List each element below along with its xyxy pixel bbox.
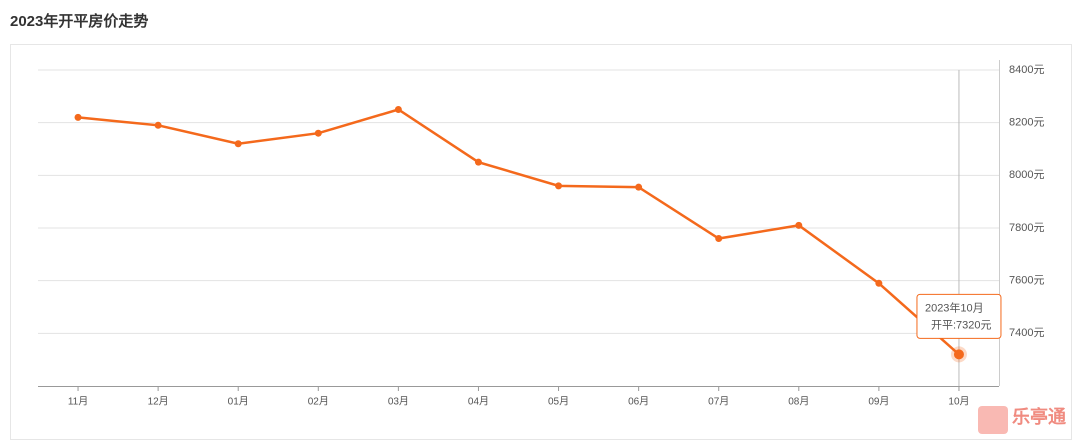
y-tick-label: 8200元	[1009, 117, 1044, 129]
x-tick-label: 11月	[68, 396, 88, 408]
point	[555, 182, 563, 190]
tooltip-box	[916, 293, 1002, 339]
chart-frame	[10, 44, 1072, 440]
x-tick-label: 01月	[228, 396, 249, 408]
point	[154, 121, 162, 129]
x-tick-label: 06月	[628, 396, 649, 408]
x-tick-label: 10月	[948, 396, 969, 408]
y-tick-label: 8000元	[1009, 169, 1044, 181]
y-tick-label: 8400元	[1009, 64, 1044, 76]
watermark: 乐亭通	[1012, 406, 1066, 427]
point	[715, 235, 723, 243]
x-tick-label: 05月	[548, 396, 569, 408]
point	[314, 129, 322, 137]
point	[474, 158, 482, 166]
y-tick-label: 7800元	[1009, 222, 1044, 234]
x-tick-label: 07月	[708, 396, 729, 408]
point	[74, 113, 82, 121]
x-tick-label: 03月	[388, 396, 409, 408]
watermark-icon	[978, 406, 1008, 434]
y-tick-label: 7400元	[1009, 327, 1044, 339]
point	[875, 279, 883, 287]
x-tick-label: 09月	[868, 396, 889, 408]
point	[394, 106, 402, 113]
x-tick-label: 04月	[468, 396, 489, 408]
line	[77, 108, 960, 356]
point	[635, 183, 643, 191]
y-tick-label: 7600元	[1009, 275, 1044, 287]
point	[953, 349, 964, 360]
tooltip-text: 开平:7320元	[931, 319, 992, 331]
chart-title: 2023年开平房价走势	[10, 12, 148, 30]
tooltip-title: 2023年10月	[925, 300, 984, 314]
x-tick-label: 12月	[148, 396, 169, 408]
point	[795, 221, 803, 229]
x-tick-label: 02月	[308, 396, 329, 408]
x-tick-label: 08月	[788, 396, 809, 408]
point	[234, 140, 242, 148]
